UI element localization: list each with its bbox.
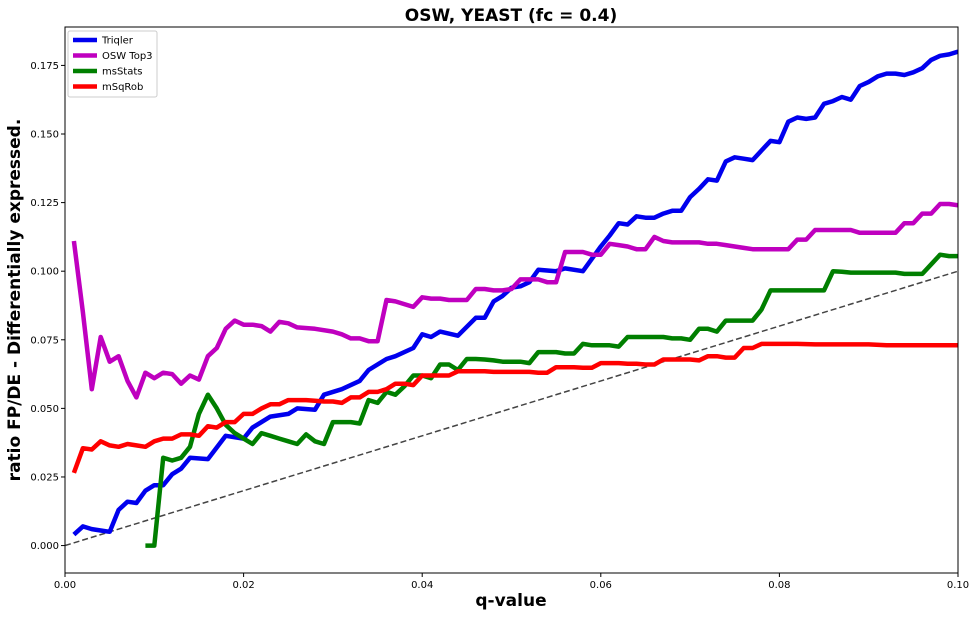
series-line-triqler <box>72 49 958 537</box>
legend: Triqler OSW Top3 msStats mSqRob <box>67 30 158 98</box>
x-axis-label: q-value <box>475 591 546 611</box>
reference-line <box>65 270 958 547</box>
legend-label: OSW Top3 <box>102 51 153 62</box>
axis-ticks: 0.00 0.02 0.04 0.06 0.08 0.10 0.000 0.025 0.050 0… <box>30 61 969 591</box>
x-tick-label: 0.08 <box>768 580 790 591</box>
y-tick-label: 0.075 <box>30 335 59 346</box>
y-axis-label: ratio FP/DE - Differentially expressed. <box>5 119 25 482</box>
legend-label: mSqRob <box>102 82 143 93</box>
x-tick-label: 0.04 <box>411 580 433 591</box>
legend-label: msStats <box>102 67 142 78</box>
y-tick-label: 0.025 <box>30 472 59 483</box>
y-tick-label: 0.100 <box>30 267 59 278</box>
y-tick-label: 0.125 <box>30 198 59 209</box>
y-tick-label: 0.175 <box>30 61 59 72</box>
x-tick-label: 0.06 <box>590 580 612 591</box>
y-tick-label: 0.000 <box>30 541 59 552</box>
series-line-msqrob <box>71 341 958 474</box>
x-tick-label: 0.02 <box>232 580 254 591</box>
legend-box <box>67 30 158 98</box>
legend-label: Triqler <box>101 36 134 47</box>
x-tick-label: 0.00 <box>54 580 76 591</box>
y-tick-label: 0.150 <box>30 130 59 141</box>
series-line-msstats <box>145 252 958 548</box>
x-tick-label: 0.10 <box>947 580 969 591</box>
y-tick-label: 0.050 <box>30 404 59 415</box>
plot-frame <box>64 26 959 574</box>
plot-area <box>65 49 958 548</box>
series-line-osw-top3 <box>71 201 958 400</box>
chart-title: OSW, YEAST (fc = 0.4) <box>405 6 617 26</box>
